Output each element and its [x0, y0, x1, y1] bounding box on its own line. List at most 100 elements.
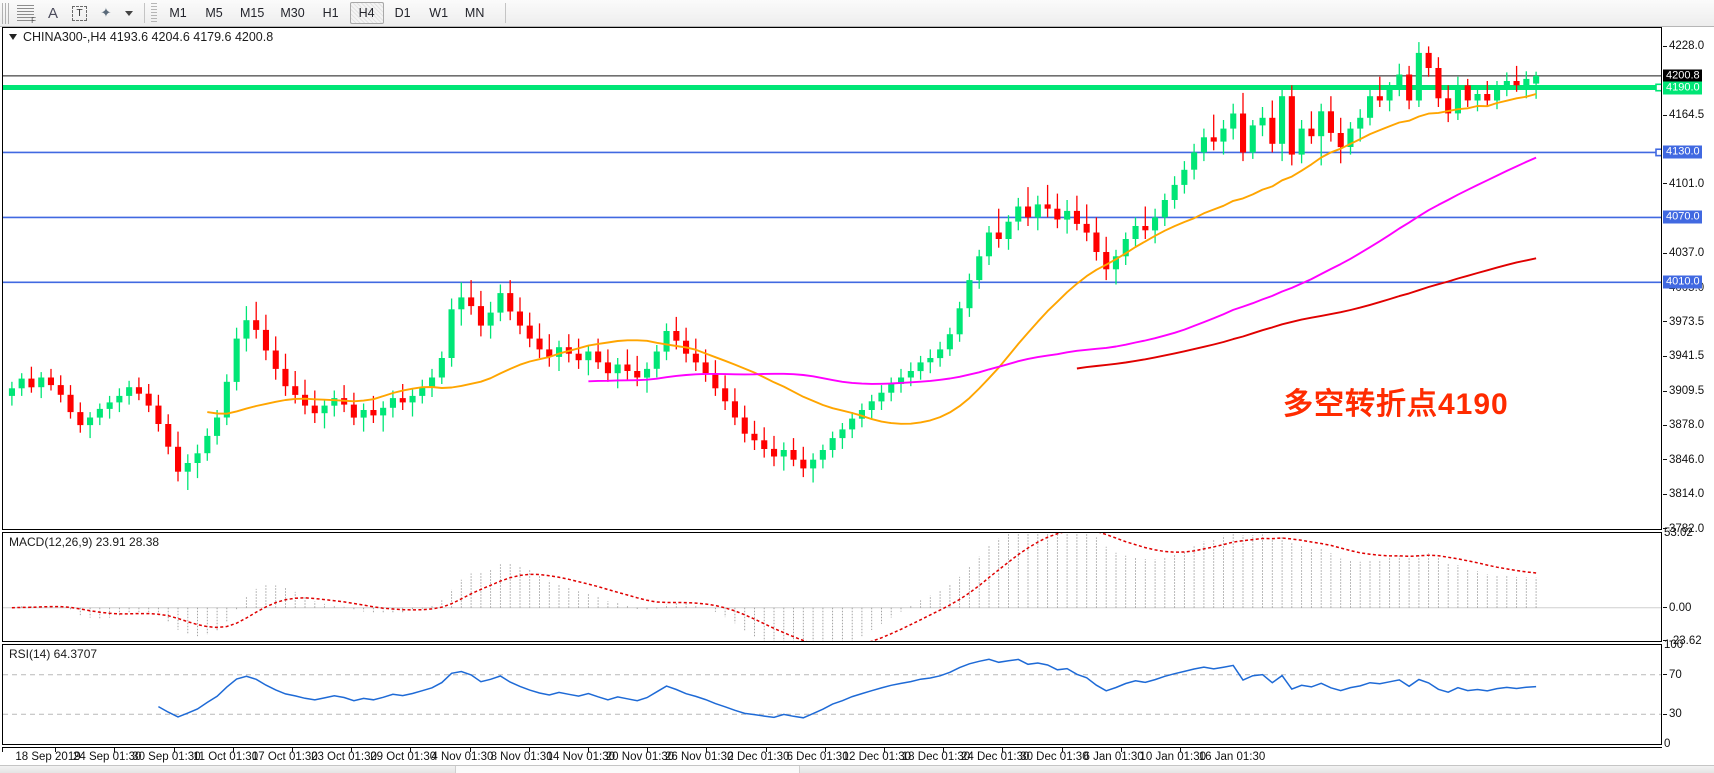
time-tick: 8 Nov 01:30 — [490, 751, 553, 763]
macd-tick: 0.00 — [1663, 602, 1691, 614]
timeframe-d1[interactable]: D1 — [394, 6, 411, 20]
time-tick-mark — [1061, 748, 1063, 752]
timeframe-m15[interactable]: M15 — [240, 6, 265, 20]
timeframe-drag-handle[interactable] — [151, 3, 157, 23]
time-tick: 17 Oct 01:30 — [251, 751, 318, 763]
time-tick-mark — [528, 748, 530, 752]
toolbar-separator — [144, 3, 145, 23]
time-tick: 6 Dec 01:30 — [786, 751, 849, 763]
time-tick: 12 Dec 01:30 — [842, 751, 912, 763]
price-tick: 3878.0 — [1663, 419, 1704, 431]
time-tick: 6 Jan 01:30 — [1083, 751, 1144, 763]
rsi-label: RSI(14) 64.3707 — [7, 647, 100, 661]
text-box-icon[interactable]: T — [67, 2, 92, 24]
timeframe-m30[interactable]: M30 — [280, 6, 305, 20]
time-tick-mark — [1002, 748, 1004, 752]
rsi-tick: 100 — [1664, 639, 1684, 651]
time-tick-mark — [114, 748, 116, 752]
time-tick: 11 Oct 01:30 — [193, 751, 259, 763]
price-tick: 3814.0 — [1663, 488, 1704, 500]
time-tick: 24 Sep 01:30 — [72, 751, 142, 763]
macd-tick: -23.62 — [1663, 635, 1702, 647]
price-axis[interactable]: 4228.0 4164.5 4101.0 4037.0 3973.5 3941.5 3909… — [1663, 27, 1714, 773]
level-label-4190[interactable]: 4190.0 — [1663, 81, 1702, 94]
rsi-plot — [3, 658, 1661, 719]
time-tick-mark — [884, 748, 885, 752]
rsi-tick: 30 — [1663, 708, 1682, 720]
macd-label: MACD(12,26,9) 23.91 28.38 — [7, 535, 162, 549]
timeframe-group: M1 M5 M15 M30 H1 H4 D1 W1 MN — [160, 2, 493, 24]
time-tick-mark — [706, 748, 708, 752]
time-tick-mark — [292, 748, 293, 752]
chart-annotation-text[interactable]: 多空转折点4190 — [1283, 388, 1509, 421]
text-label-icon[interactable]: A — [47, 4, 58, 22]
time-tick-mark — [173, 748, 175, 752]
crosshair-fibo-icon[interactable] — [12, 2, 39, 25]
timeframe-m5[interactable]: M5 — [205, 6, 223, 20]
status-segment — [455, 766, 800, 773]
level-label-4130[interactable]: 4130.0 — [1663, 145, 1702, 159]
toolbar-separator-2 — [504, 3, 506, 23]
time-tick-mark — [2, 748, 3, 752]
price-tick: 4101.0 — [1663, 178, 1704, 190]
objects-dropdown-icon[interactable] — [120, 2, 138, 24]
price-panel[interactable]: CHINA300-,H4 4193.6 4204.6 4179.6 4200.8 — [2, 27, 1662, 530]
time-tick: 30 Dec 01:30 — [1020, 751, 1089, 763]
price-tick: 3909.5 — [1663, 385, 1704, 397]
status-bar — [0, 765, 1714, 773]
rsi-tick: 0 — [1664, 738, 1671, 750]
time-tick-mark — [588, 748, 589, 752]
macd-tick: 53.02 — [1664, 527, 1693, 539]
time-tick-mark — [1180, 748, 1181, 752]
timeframe-h1[interactable]: H1 — [322, 6, 339, 20]
timeframe-mn[interactable]: MN — [464, 6, 485, 20]
time-tick: 24 Dec 01:30 — [960, 751, 1030, 763]
time-tick: 18 Dec 01:30 — [901, 751, 971, 763]
time-tick-mark — [351, 748, 353, 752]
time-tick: 10 Jan 01:30 — [1139, 751, 1207, 763]
time-tick: 4 Nov 01:30 — [431, 751, 494, 763]
price-tick: 4164.5 — [1663, 109, 1704, 121]
time-tick: 2 Dec 01:30 — [727, 751, 790, 763]
time-tick: 26 Nov 01:30 — [664, 751, 734, 763]
macd-panel[interactable]: MACD(12,26,9) 23.91 28.38 — [2, 532, 1662, 642]
price-tick: 3782.0 — [1663, 523, 1704, 535]
time-tick-mark — [469, 748, 471, 752]
chart-canvas-area[interactable]: CHINA300-,H4 4193.6 4204.6 4179.6 4200.8… — [0, 27, 1714, 773]
price-tick: 4037.0 — [1663, 247, 1704, 259]
time-tick-mark — [410, 748, 412, 752]
price-tick: 4228.0 — [1663, 40, 1704, 52]
price-plot — [3, 42, 1661, 490]
rsi-tick: 70 — [1663, 669, 1682, 681]
objects-icon[interactable]: ✦ — [100, 5, 112, 20]
time-tick: 14 Nov 01:30 — [546, 751, 616, 763]
chart-menu-triangle-icon[interactable] — [9, 34, 17, 40]
time-tick-mark — [1120, 748, 1122, 752]
last-price-label[interactable]: 4200.8 — [1663, 69, 1702, 83]
rsi-panel[interactable]: RSI(14) 64.3707 — [2, 644, 1662, 745]
time-tick-mark — [943, 748, 945, 752]
timeframe-w1[interactable]: W1 — [429, 6, 449, 20]
time-tick-mark — [232, 748, 234, 752]
level-label-4010[interactable]: 4010.0 — [1663, 275, 1702, 289]
time-tick: 29 Oct 01:30 — [370, 751, 437, 763]
time-tick: 16 Jan 01:30 — [1198, 751, 1266, 763]
price-tick: 3846.0 — [1663, 454, 1704, 466]
macd-plot — [3, 533, 1661, 641]
price-tick: 3973.5 — [1663, 316, 1704, 328]
time-tick-mark — [824, 748, 826, 752]
level-label-4070[interactable]: 4070.0 — [1663, 210, 1702, 224]
toolbar-drag-handle[interactable] — [2, 2, 9, 24]
time-tick-mark — [55, 748, 57, 752]
chart-toolbar: A T ✦ M1 M5 M15 M30 H1 H4 D1 W1 MN — [0, 0, 1714, 27]
symbol-ohlc-text: CHINA300-,H4 4193.6 4204.6 4179.6 4200.8 — [23, 30, 274, 44]
time-tick: 30 Sep 01:30 — [132, 751, 201, 763]
timeframe-m1[interactable]: M1 — [169, 6, 187, 20]
time-tick-mark — [765, 748, 767, 752]
timeframe-h4[interactable]: H4 — [349, 2, 384, 24]
time-tick-mark — [647, 748, 649, 752]
time-tick: 20 Nov 01:30 — [605, 751, 675, 763]
price-tick: 3941.5 — [1663, 350, 1704, 362]
symbol-info-label: CHINA300-,H4 4193.6 4204.6 4179.6 4200.8 — [7, 30, 276, 44]
